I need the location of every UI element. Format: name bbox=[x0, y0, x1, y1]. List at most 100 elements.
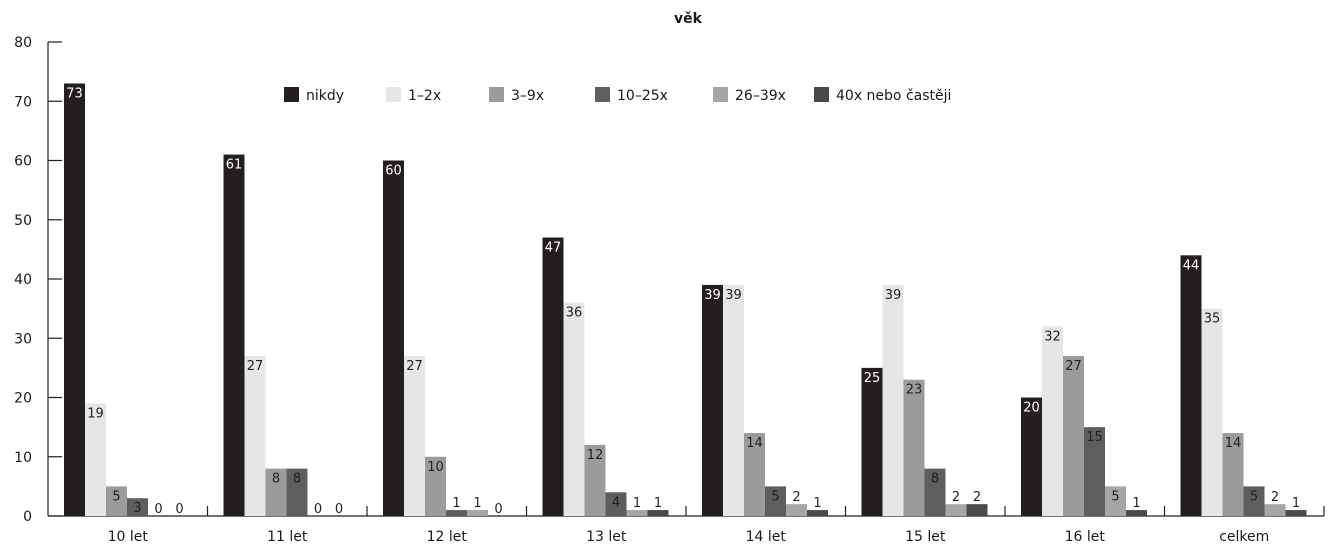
bar bbox=[924, 468, 946, 516]
data-label: 39 bbox=[704, 288, 721, 303]
x-tick-label: 12 let bbox=[427, 529, 468, 545]
data-label: 27 bbox=[247, 359, 264, 374]
bar bbox=[563, 302, 585, 516]
bar bbox=[1243, 486, 1265, 516]
x-tick-label: 15 let bbox=[905, 529, 946, 545]
bar bbox=[1063, 356, 1084, 516]
bar bbox=[1222, 433, 1244, 516]
legend-swatch bbox=[489, 87, 504, 102]
bar bbox=[861, 367, 883, 516]
bar bbox=[605, 492, 627, 516]
legend-swatch bbox=[284, 87, 299, 102]
bar bbox=[945, 504, 967, 516]
bar bbox=[1021, 397, 1042, 516]
y-axis: 0 10 20 30 40 50 60 70 80 bbox=[14, 35, 62, 525]
data-label: 35 bbox=[1204, 312, 1221, 327]
data-label: 5 bbox=[771, 489, 779, 504]
y-tick-label: 50 bbox=[14, 213, 32, 229]
data-label: 0 bbox=[175, 502, 183, 517]
legend-label: 26–39x bbox=[735, 88, 786, 104]
bar bbox=[1264, 504, 1286, 516]
data-label: 1 bbox=[654, 496, 662, 511]
data-label: 1 bbox=[1132, 496, 1140, 511]
bar bbox=[446, 510, 467, 516]
data-label: 23 bbox=[906, 383, 923, 398]
data-label: 0 bbox=[494, 502, 502, 517]
data-label: 1 bbox=[1292, 496, 1300, 511]
legend-label: 1–2x bbox=[408, 88, 441, 104]
bar bbox=[966, 504, 988, 516]
bar bbox=[223, 154, 245, 516]
bar bbox=[1126, 510, 1147, 516]
legend-label: 10–25x bbox=[617, 88, 668, 104]
legend-swatch bbox=[814, 87, 829, 102]
bar bbox=[404, 356, 425, 516]
data-label: 27 bbox=[406, 359, 423, 374]
bar bbox=[1285, 510, 1307, 516]
bar bbox=[1180, 255, 1202, 517]
data-label: 8 bbox=[293, 472, 301, 487]
data-label: 14 bbox=[746, 436, 763, 451]
data-label: 1 bbox=[813, 496, 821, 511]
bar bbox=[1201, 308, 1223, 516]
bar bbox=[744, 433, 765, 516]
bar bbox=[106, 486, 127, 516]
data-label: 5 bbox=[1250, 489, 1258, 504]
bar bbox=[265, 468, 287, 516]
data-label: 5 bbox=[1111, 489, 1119, 504]
bar bbox=[882, 284, 904, 516]
bar bbox=[244, 356, 266, 516]
data-label: 8 bbox=[931, 472, 939, 487]
y-tick-label: 80 bbox=[14, 35, 32, 51]
x-tick-label: 10 let bbox=[108, 529, 149, 545]
bar bbox=[723, 284, 744, 516]
x-tick-label: celkem bbox=[1219, 529, 1269, 545]
data-label: 73 bbox=[66, 86, 83, 101]
bar bbox=[626, 510, 648, 516]
bar bbox=[85, 403, 106, 516]
y-tick-label: 20 bbox=[14, 391, 32, 407]
data-label: 39 bbox=[885, 288, 902, 303]
data-label: 39 bbox=[725, 288, 742, 303]
legend-swatch bbox=[713, 87, 728, 102]
bar bbox=[584, 444, 606, 516]
bar bbox=[1042, 326, 1063, 516]
data-label: 60 bbox=[385, 164, 402, 179]
bar bbox=[1084, 427, 1105, 516]
data-label: 2 bbox=[952, 490, 960, 505]
bar bbox=[64, 83, 85, 516]
bar bbox=[807, 510, 828, 516]
data-label: 36 bbox=[566, 306, 583, 321]
data-label: 61 bbox=[226, 158, 243, 173]
data-label: 12 bbox=[587, 448, 604, 463]
data-label: 8 bbox=[272, 472, 280, 487]
bar bbox=[467, 510, 488, 516]
y-tick-label: 0 bbox=[23, 509, 32, 525]
data-label: 47 bbox=[545, 241, 562, 256]
data-label: 10 bbox=[427, 460, 444, 475]
legend-swatch bbox=[386, 87, 401, 102]
legend-label: nikdy bbox=[306, 88, 344, 104]
legend: nikdy 1–2x 3–9x 10–25x 26–39x 40x nebo častěj… bbox=[284, 87, 951, 104]
x-tick-label: 14 let bbox=[746, 529, 787, 545]
bar bbox=[903, 379, 925, 516]
x-tick-label: 16 let bbox=[1065, 529, 1106, 545]
data-label: 0 bbox=[314, 502, 322, 517]
bar bbox=[286, 468, 308, 516]
data-label: 44 bbox=[1183, 258, 1200, 273]
data-label: 20 bbox=[1023, 401, 1040, 416]
data-label: 27 bbox=[1065, 359, 1082, 374]
bar bbox=[765, 486, 786, 516]
data-label: 1 bbox=[633, 496, 641, 511]
x-tick-label: 11 let bbox=[267, 529, 308, 545]
data-label: 0 bbox=[154, 502, 162, 517]
data-label: 3 bbox=[133, 501, 141, 516]
data-label: 19 bbox=[87, 406, 104, 421]
y-tick-label: 10 bbox=[14, 450, 32, 466]
y-tick-label: 40 bbox=[14, 272, 32, 288]
legend-swatch bbox=[595, 87, 610, 102]
bar bbox=[647, 510, 669, 516]
bar bbox=[425, 456, 446, 516]
